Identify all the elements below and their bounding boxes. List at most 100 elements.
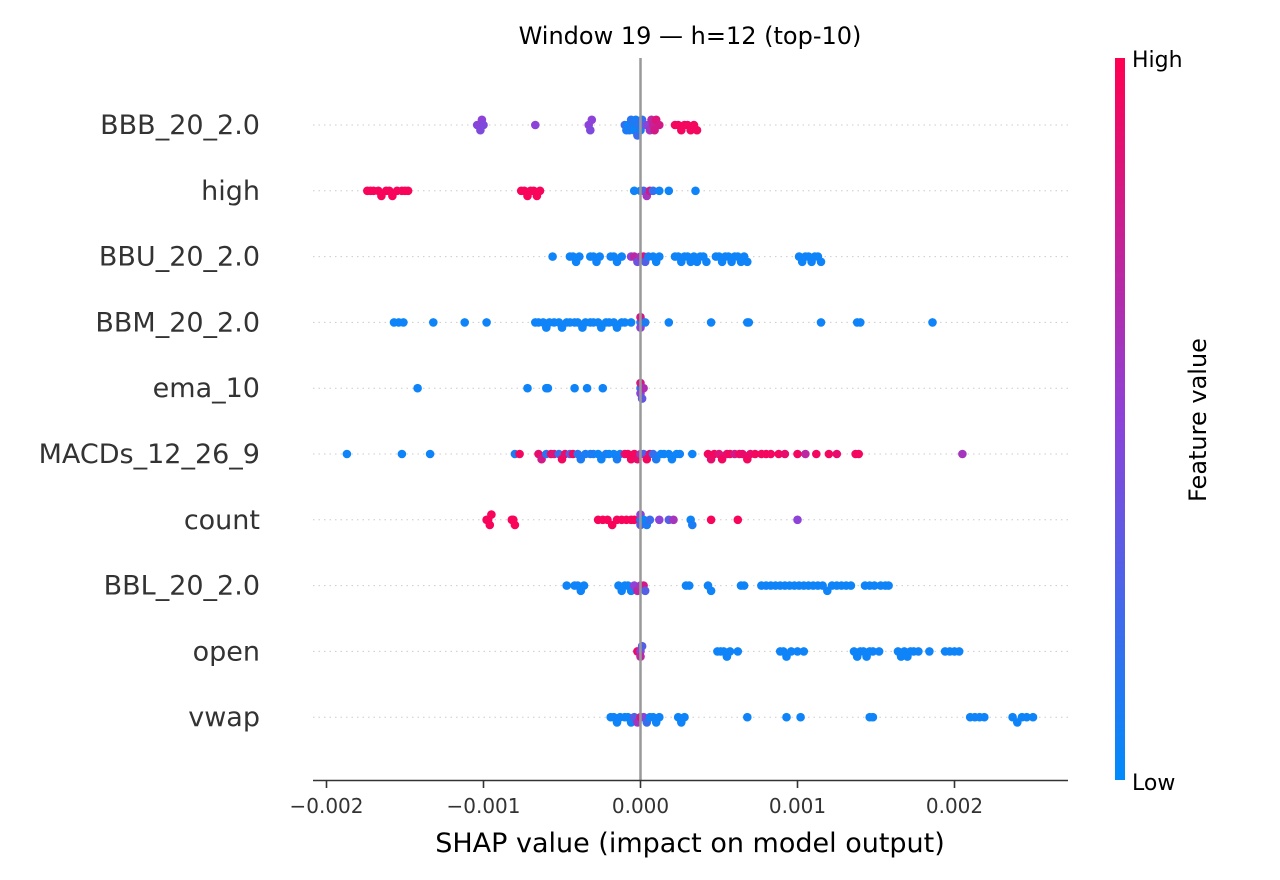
- feature-label: vwap: [188, 702, 260, 733]
- shap-point: [928, 318, 937, 327]
- shap-point: [626, 318, 636, 327]
- shap-point: [874, 647, 884, 656]
- shap-point: [397, 449, 407, 459]
- shap-point: [620, 318, 630, 327]
- shap-point: [460, 318, 470, 327]
- shap-point: [570, 383, 579, 393]
- shap-point: [725, 647, 735, 656]
- shap-point: [523, 383, 532, 393]
- shap-point: [342, 449, 352, 459]
- shap-point: [688, 520, 697, 530]
- shap-point: [816, 318, 826, 327]
- shap-point: [403, 186, 413, 196]
- shap-point: [706, 586, 716, 596]
- shap-point: [786, 647, 796, 656]
- shap-point: [482, 318, 491, 327]
- shap-point: [586, 125, 595, 135]
- shap-point: [684, 581, 694, 590]
- shap-point: [744, 318, 754, 327]
- feature-row: open: [193, 636, 1068, 667]
- shap-point: [824, 449, 834, 459]
- shap-point: [733, 515, 743, 525]
- shap-point: [780, 449, 790, 459]
- feature-label: BBU_20_2.0: [99, 242, 260, 273]
- x-tick-label: −0.002: [289, 794, 363, 818]
- chart-title: Window 19 — h=12 (top-10): [519, 22, 862, 50]
- shap-point: [816, 257, 826, 267]
- shap-point: [655, 712, 664, 722]
- shap-point: [954, 647, 964, 656]
- feature-row: high: [201, 176, 1068, 207]
- shap-point: [535, 186, 545, 196]
- feature-label: open: [193, 636, 260, 667]
- shap-point: [688, 449, 697, 459]
- shap-point: [655, 252, 664, 261]
- shap-point: [1028, 712, 1038, 722]
- shap-point: [702, 257, 711, 267]
- colorbar: [1115, 58, 1125, 780]
- shap-point: [562, 581, 571, 590]
- shap-point: [582, 383, 592, 393]
- shap-point: [648, 186, 658, 196]
- colorbar-low-label: Low: [1132, 771, 1175, 796]
- shap-point: [637, 641, 647, 651]
- x-axis-label: SHAP value (impact on model output): [435, 828, 945, 859]
- shap-point: [706, 318, 716, 327]
- shap-point: [399, 318, 408, 327]
- feature-label: BBB_20_2.0: [100, 110, 260, 141]
- shap-point: [655, 120, 664, 130]
- shap-point: [870, 581, 879, 590]
- feature-label: count: [184, 505, 260, 536]
- shap-point: [548, 252, 557, 261]
- shap-point: [629, 186, 639, 196]
- shap-point: [655, 515, 664, 525]
- shap-point: [413, 383, 422, 393]
- shap-point: [774, 449, 783, 459]
- shap-point: [479, 120, 488, 130]
- x-tick-label: 0.002: [926, 794, 983, 818]
- shap-point: [980, 712, 989, 722]
- feature-row: MACDs_12_26_9: [39, 439, 1068, 470]
- feature-label: MACDs_12_26_9: [39, 439, 260, 470]
- feature-row: BBL_20_2.0: [104, 571, 1068, 602]
- shap-point: [743, 712, 752, 722]
- shap-point: [485, 520, 495, 530]
- shap-point: [429, 318, 438, 327]
- feature-row: ema_10: [153, 373, 1068, 404]
- shap-point: [510, 520, 520, 530]
- shap-point: [739, 581, 749, 590]
- shap-point: [868, 712, 878, 722]
- shap-point: [617, 252, 626, 261]
- x-axis-ticks: −0.002 −0.001 0.000 0.001 0.002: [289, 781, 983, 818]
- shap-point: [598, 383, 608, 393]
- shap-point: [664, 318, 674, 327]
- shap-point: [575, 252, 584, 261]
- shap-point: [854, 449, 863, 459]
- shap-point: [793, 647, 802, 656]
- shap-point: [675, 449, 685, 459]
- shap-point: [531, 120, 540, 130]
- shap-point: [629, 515, 639, 525]
- feature-label: ema_10: [153, 373, 260, 404]
- shap-point: [925, 647, 934, 656]
- shap-point: [706, 515, 716, 525]
- shap-point: [846, 581, 856, 590]
- shap-point: [793, 515, 802, 525]
- shap-point: [812, 449, 821, 459]
- shap-point: [868, 647, 878, 656]
- shap-point: [640, 586, 650, 596]
- feature-row: vwap: [188, 702, 1068, 733]
- colorbar-title: Feature value: [1184, 338, 1212, 502]
- shap-point: [799, 647, 809, 656]
- shap-point: [1022, 712, 1031, 722]
- shap-point: [645, 515, 655, 525]
- feature-label: BBM_20_2.0: [95, 307, 260, 338]
- shap-point: [640, 318, 650, 327]
- feature-row: BBB_20_2.0: [100, 110, 1068, 141]
- feature-label: high: [201, 176, 260, 207]
- colorbar-high-label: High: [1132, 48, 1183, 73]
- feature-row: BBU_20_2.0: [99, 242, 1068, 273]
- feature-label: BBL_20_2.0: [104, 571, 260, 602]
